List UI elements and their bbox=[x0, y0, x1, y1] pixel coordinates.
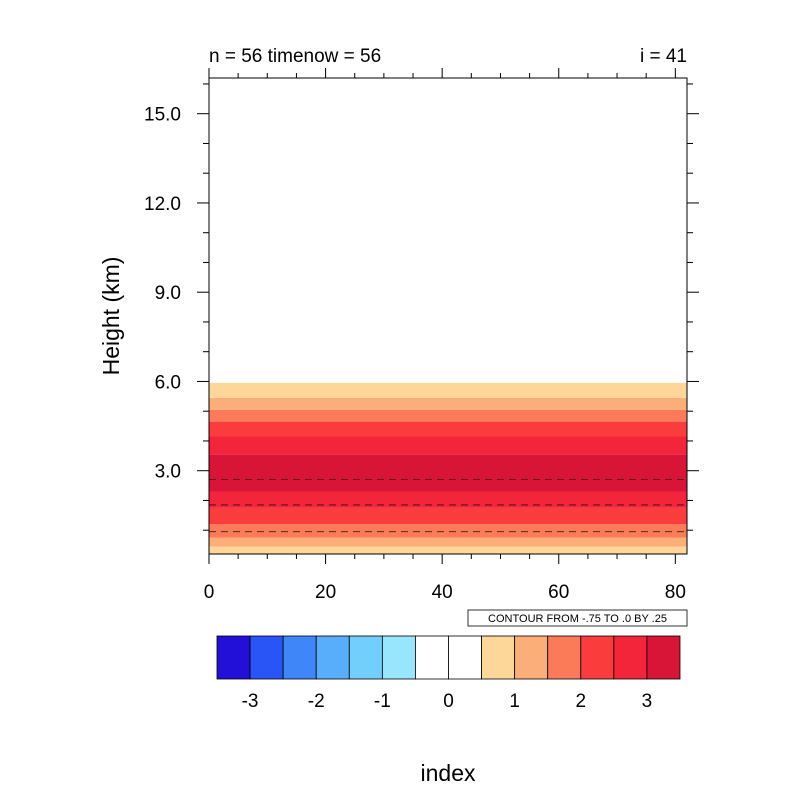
colorbar-swatch bbox=[448, 635, 482, 680]
contour-band bbox=[209, 382, 687, 398]
colorbar-label: -1 bbox=[374, 691, 391, 712]
colorbar-swatch bbox=[646, 635, 681, 680]
x-tick-label: 60 bbox=[548, 582, 569, 603]
y-tick-label: 15.0 bbox=[144, 105, 181, 126]
y-tick-label: 12.0 bbox=[144, 194, 181, 215]
y-axis-label: Height (km) bbox=[98, 257, 124, 376]
y-tick-label: 6.0 bbox=[155, 372, 181, 393]
colorbar-swatch bbox=[381, 635, 416, 680]
colorbar-swatch bbox=[481, 635, 516, 680]
contour-band bbox=[209, 491, 687, 508]
contour-band bbox=[209, 421, 687, 437]
colorbar-swatch bbox=[415, 635, 449, 680]
title-right: i = 41 bbox=[640, 46, 687, 67]
y-tick-label: 9.0 bbox=[155, 283, 181, 304]
colorbar-label: -2 bbox=[308, 691, 325, 712]
y-tick-label: 3.0 bbox=[155, 462, 181, 483]
contour-band bbox=[209, 436, 687, 455]
contour-fill-bands bbox=[209, 382, 687, 554]
title-left: n = 56 timenow = 56 bbox=[209, 46, 381, 67]
x-tick-label: 20 bbox=[315, 582, 336, 603]
colorbar-swatch bbox=[547, 635, 582, 680]
colorbar-label: 0 bbox=[443, 691, 454, 712]
colorbar-swatch bbox=[216, 635, 251, 680]
colorbar: -3 -2 -1 0 1 2 3 bbox=[216, 635, 681, 712]
contour-band bbox=[209, 454, 687, 492]
contour-band bbox=[209, 524, 687, 538]
colorbar-label: -3 bbox=[242, 691, 259, 712]
contour-info-frame bbox=[467, 609, 688, 627]
colorbar-label: 3 bbox=[642, 691, 653, 712]
contour-band bbox=[209, 409, 687, 422]
colorbar-swatch bbox=[282, 635, 317, 680]
colorbar-swatch bbox=[580, 635, 615, 680]
contour-band bbox=[209, 507, 687, 525]
x-tick-label: 0 bbox=[204, 582, 215, 603]
contour-info-box: CONTOUR FROM -.75 TO .0 BY .25 bbox=[467, 609, 688, 627]
axis-ticks: 0 20 40 60 80 3.0 6.0 9.0 12.0 15.0 bbox=[144, 68, 699, 603]
colorbar-swatch bbox=[249, 635, 284, 680]
colorbar-swatch bbox=[514, 635, 549, 680]
x-tick-label: 80 bbox=[665, 582, 686, 603]
x-tick-label: 40 bbox=[432, 582, 453, 603]
colorbar-swatch bbox=[315, 635, 350, 680]
x-axis-label: index bbox=[421, 760, 476, 786]
contour-band bbox=[209, 537, 687, 547]
plot-frame bbox=[208, 77, 688, 555]
negative-contour-lines bbox=[209, 479, 687, 533]
contour-band bbox=[209, 397, 687, 410]
colorbar-swatch bbox=[348, 635, 383, 680]
colorbar-swatch bbox=[613, 635, 648, 680]
contour-band bbox=[209, 546, 687, 554]
colorbar-label: 1 bbox=[509, 691, 520, 712]
contour-info-text: CONTOUR FROM -.75 TO .0 BY .25 bbox=[488, 613, 667, 625]
colorbar-label: 2 bbox=[575, 691, 586, 712]
